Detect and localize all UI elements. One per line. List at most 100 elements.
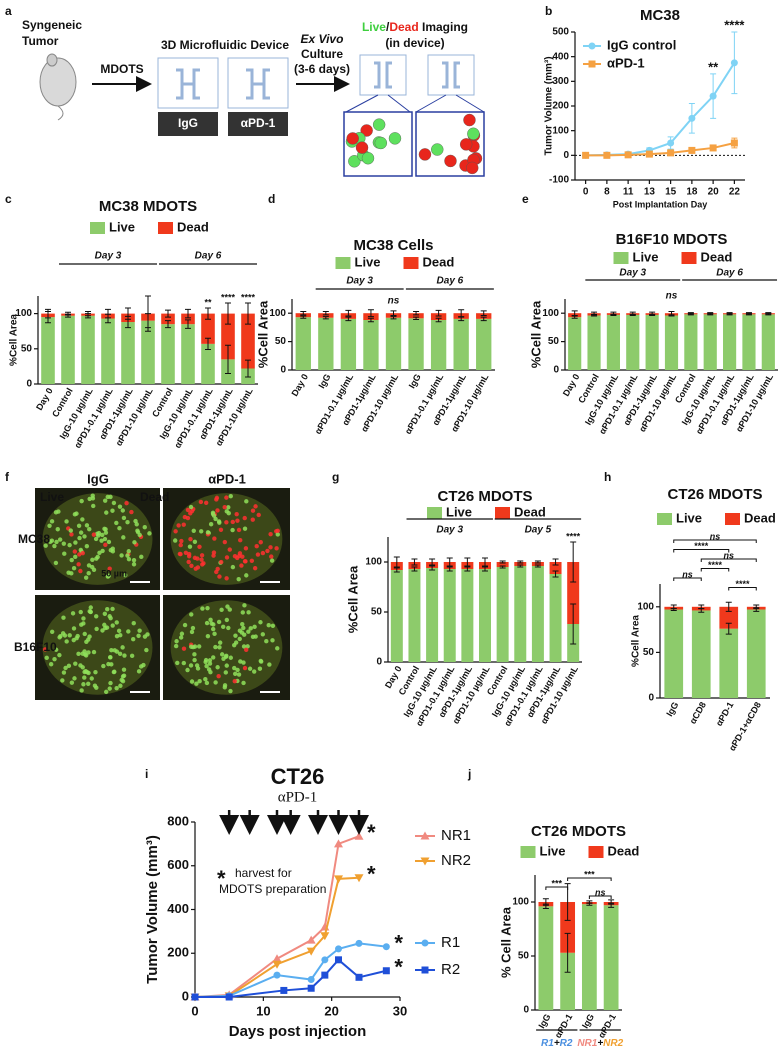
- cell: [84, 543, 90, 549]
- x-tick-label: 15: [665, 187, 677, 198]
- stain-label: Dead: [140, 490, 169, 504]
- cell: [204, 620, 210, 626]
- cell: [224, 509, 229, 514]
- cell: [63, 665, 68, 671]
- cell: [101, 663, 106, 669]
- device-tag: [158, 112, 218, 136]
- panel-label: c: [5, 192, 12, 206]
- cell: [189, 629, 195, 635]
- device: [359, 54, 407, 96]
- bar-segment: [81, 315, 95, 384]
- imaging-title-part: Live: [362, 20, 386, 34]
- cell: [103, 689, 109, 695]
- cell: [76, 523, 82, 529]
- y-tick-label: 100: [552, 125, 569, 136]
- chart-title: CT26 MDOTS: [437, 488, 532, 505]
- cell: [96, 533, 101, 538]
- cell: [82, 669, 87, 675]
- cell: [200, 606, 205, 611]
- error-bar: [571, 310, 578, 316]
- error-bar: [300, 310, 307, 316]
- cell: [111, 669, 117, 675]
- cell: [205, 633, 211, 639]
- cell: [173, 529, 178, 534]
- bar-segment: [587, 315, 601, 370]
- cell: [238, 537, 243, 543]
- cell: [226, 505, 231, 510]
- cell: [114, 685, 119, 691]
- legend-label: Dead: [701, 249, 733, 264]
- bar-segment: [426, 568, 439, 662]
- group-label: Day 6: [437, 276, 464, 287]
- error-bar: [367, 309, 374, 318]
- cell: [235, 518, 240, 523]
- cell: [224, 555, 230, 560]
- point: [382, 943, 390, 951]
- significance: ns: [666, 291, 678, 302]
- cell: [214, 497, 219, 502]
- cell: [103, 527, 108, 532]
- legend-swatch: [588, 846, 604, 858]
- cell: [212, 631, 217, 637]
- legend-label: Dead: [608, 843, 640, 858]
- treatment-label: αPD-1: [278, 789, 318, 805]
- error-bar: [85, 310, 91, 317]
- x-tick-label: 0: [191, 1003, 198, 1018]
- x-tick-label: 0: [583, 187, 589, 198]
- significance: ns: [388, 296, 400, 307]
- cell: [122, 653, 127, 658]
- legend-label: αPD-1: [607, 55, 645, 70]
- significance: ****: [566, 531, 581, 541]
- error-bar: [499, 565, 506, 569]
- point: [306, 947, 316, 956]
- y-tick-label: 100: [542, 308, 559, 319]
- y-tick-label: 0: [648, 693, 654, 704]
- cell: [109, 647, 114, 653]
- cell: [91, 649, 97, 655]
- cell: [86, 650, 91, 655]
- x-tick-label: 22: [729, 187, 741, 198]
- bar-segment: [626, 314, 640, 370]
- comparison-bracket: [567, 877, 612, 881]
- legend-label: Dead: [514, 504, 546, 519]
- cell: [266, 623, 271, 628]
- error-bar: [591, 314, 598, 317]
- cell: [84, 523, 90, 528]
- error-bar: [464, 557, 471, 567]
- point: [272, 954, 282, 963]
- cell: [210, 626, 216, 632]
- cell: [232, 665, 237, 671]
- bar-segment: [568, 317, 582, 370]
- cell: [237, 636, 242, 642]
- cell: [183, 550, 189, 555]
- y-tick-label: 200: [552, 101, 569, 112]
- bar-segment: [390, 570, 403, 662]
- error-bar: [458, 309, 465, 318]
- cell: [185, 667, 190, 673]
- point: [191, 993, 199, 1001]
- y-tick-label: 400: [167, 901, 189, 916]
- bar-segment: [719, 628, 739, 698]
- cell: [227, 607, 232, 612]
- cell: [203, 500, 209, 505]
- cell: [222, 685, 227, 690]
- cell: [117, 526, 122, 531]
- cell: [52, 656, 57, 662]
- cell: [224, 653, 229, 659]
- point: [730, 139, 738, 147]
- cell: [126, 629, 131, 634]
- cell: [265, 548, 270, 554]
- device-channel: [246, 68, 270, 100]
- bar-segment: [121, 322, 135, 384]
- error-bar: [745, 312, 752, 315]
- y-tick-label: 400: [552, 51, 569, 62]
- bar-segment: [41, 317, 55, 384]
- cell: [131, 637, 136, 642]
- error-bar: [482, 566, 488, 572]
- group-label-part: R2: [560, 1038, 573, 1049]
- legend-marker: [421, 939, 429, 947]
- cell: [179, 631, 185, 636]
- panel-label: j: [467, 767, 471, 781]
- cell: [264, 639, 269, 644]
- y-tick-label: 50: [548, 336, 560, 347]
